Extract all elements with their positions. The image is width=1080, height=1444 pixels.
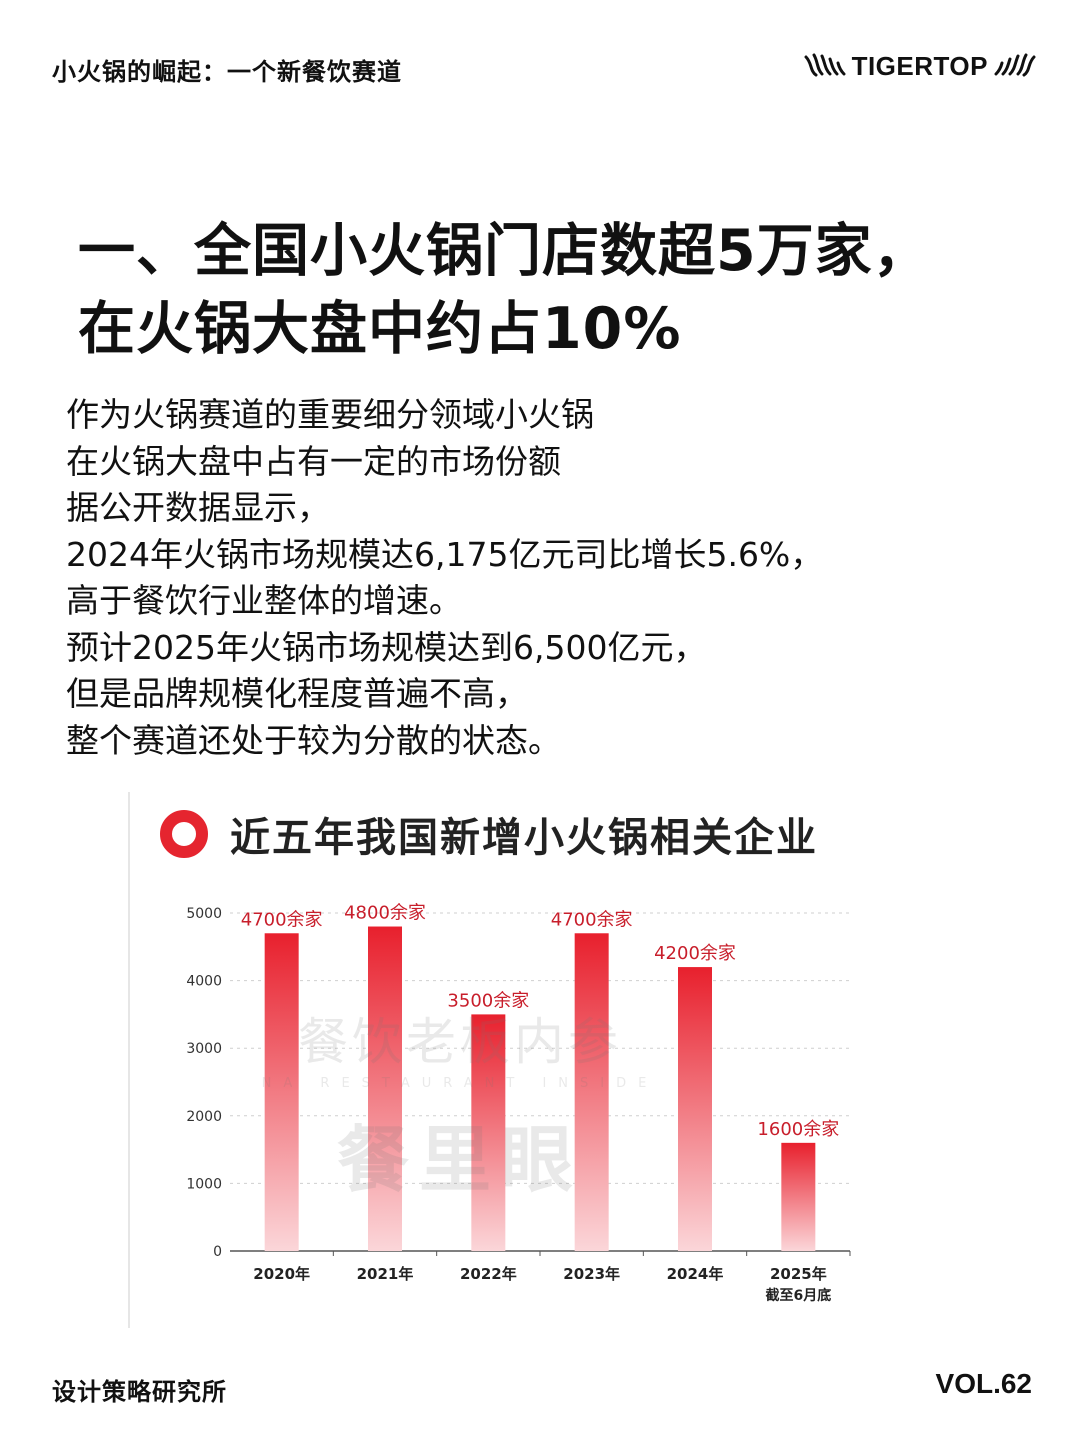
top-bar: 小火锅的崛起：一个新餐饮赛道 TIGERTOP	[52, 48, 1036, 88]
bar	[574, 933, 609, 1251]
brand-logo: TIGERTOP	[804, 48, 1036, 84]
brand-name: TIGERTOP	[851, 50, 988, 81]
flame-left-icon	[804, 53, 846, 77]
bar	[264, 933, 299, 1251]
data-label: 4700余家	[241, 909, 323, 930]
data-label: 4800余家	[344, 903, 426, 924]
chart-title: 近五年我国新增小火锅相关企业	[230, 815, 818, 861]
footer-volume: VOL.62	[935, 1368, 1032, 1399]
series-title: 小火锅的崛起：一个新餐饮赛道	[52, 58, 402, 86]
chart-divider	[128, 792, 130, 1328]
chart-title-row: 近五年我国新增小火锅相关企业	[160, 804, 818, 864]
body-paragraph: 作为火锅赛道的重要细分领域小火锅 在火锅大盘中占有一定的市场份额 据公开数据显示…	[66, 392, 1026, 764]
y-tick-label: 4000	[186, 974, 222, 990]
data-label: 1600余家	[757, 1119, 839, 1140]
data-label: 3500余家	[447, 990, 529, 1011]
headline-line-1: 一、全国小火锅门店数超5万家，	[78, 218, 931, 284]
body-line: 预计2025年火锅市场规模达到6,500亿元，	[66, 627, 707, 667]
headline: 一、全国小火锅门店数超5万家， 在火锅大盘中约占10%	[78, 212, 1038, 368]
x-tick-label: 2020年	[253, 1265, 310, 1283]
body-line: 2024年火锅市场规模达6,175亿元司比增长5.6%，	[66, 534, 824, 574]
y-tick-label: 5000	[186, 906, 222, 922]
headline-line-2: 在火锅大盘中约占10%	[78, 296, 682, 362]
x-tick-label: 2024年	[667, 1265, 724, 1283]
x-tick-label: 2022年	[460, 1265, 517, 1283]
bar-chart: 0 1000 2000 3000 4000 5000 4700余家 2020年 4800余家 20…	[186, 903, 851, 1304]
x-tick-label: 2023年	[563, 1265, 620, 1283]
y-tick-label: 1000	[186, 1176, 222, 1192]
y-tick-label: 3000	[186, 1041, 222, 1057]
body-line: 高于餐饮行业整体的增速。	[66, 581, 462, 620]
y-tick-label: 0	[213, 1244, 222, 1260]
bar	[471, 1014, 506, 1251]
body-line: 整个赛道还处于较为分散的状态。	[66, 720, 561, 760]
body-line: 据公开数据显示，	[66, 488, 330, 527]
bar	[781, 1142, 816, 1251]
body-line: 但是品牌规模化程度普遍不高，	[66, 674, 528, 713]
x-tick-label: 2021年	[357, 1265, 414, 1283]
x-tick-sublabel: 截至6月底	[765, 1287, 831, 1304]
flame-right-icon	[994, 53, 1036, 77]
data-label: 4200余家	[654, 943, 736, 964]
y-tick-label: 2000	[186, 1109, 222, 1125]
bar	[678, 967, 712, 1251]
x-tick-label: 2025年	[770, 1265, 827, 1283]
bar	[368, 926, 402, 1251]
body-line: 作为火锅赛道的重要细分领域小火锅	[66, 395, 594, 434]
chart-panel: 近五年我国新增小火锅相关企业 0 1000 2000 3000 4000 5000 4700…	[132, 792, 892, 1322]
body-line: 在火锅大盘中占有一定的市场份额	[66, 441, 561, 481]
data-label: 4700余家	[551, 909, 633, 930]
footer-studio: 设计策略研究所	[52, 1378, 227, 1406]
